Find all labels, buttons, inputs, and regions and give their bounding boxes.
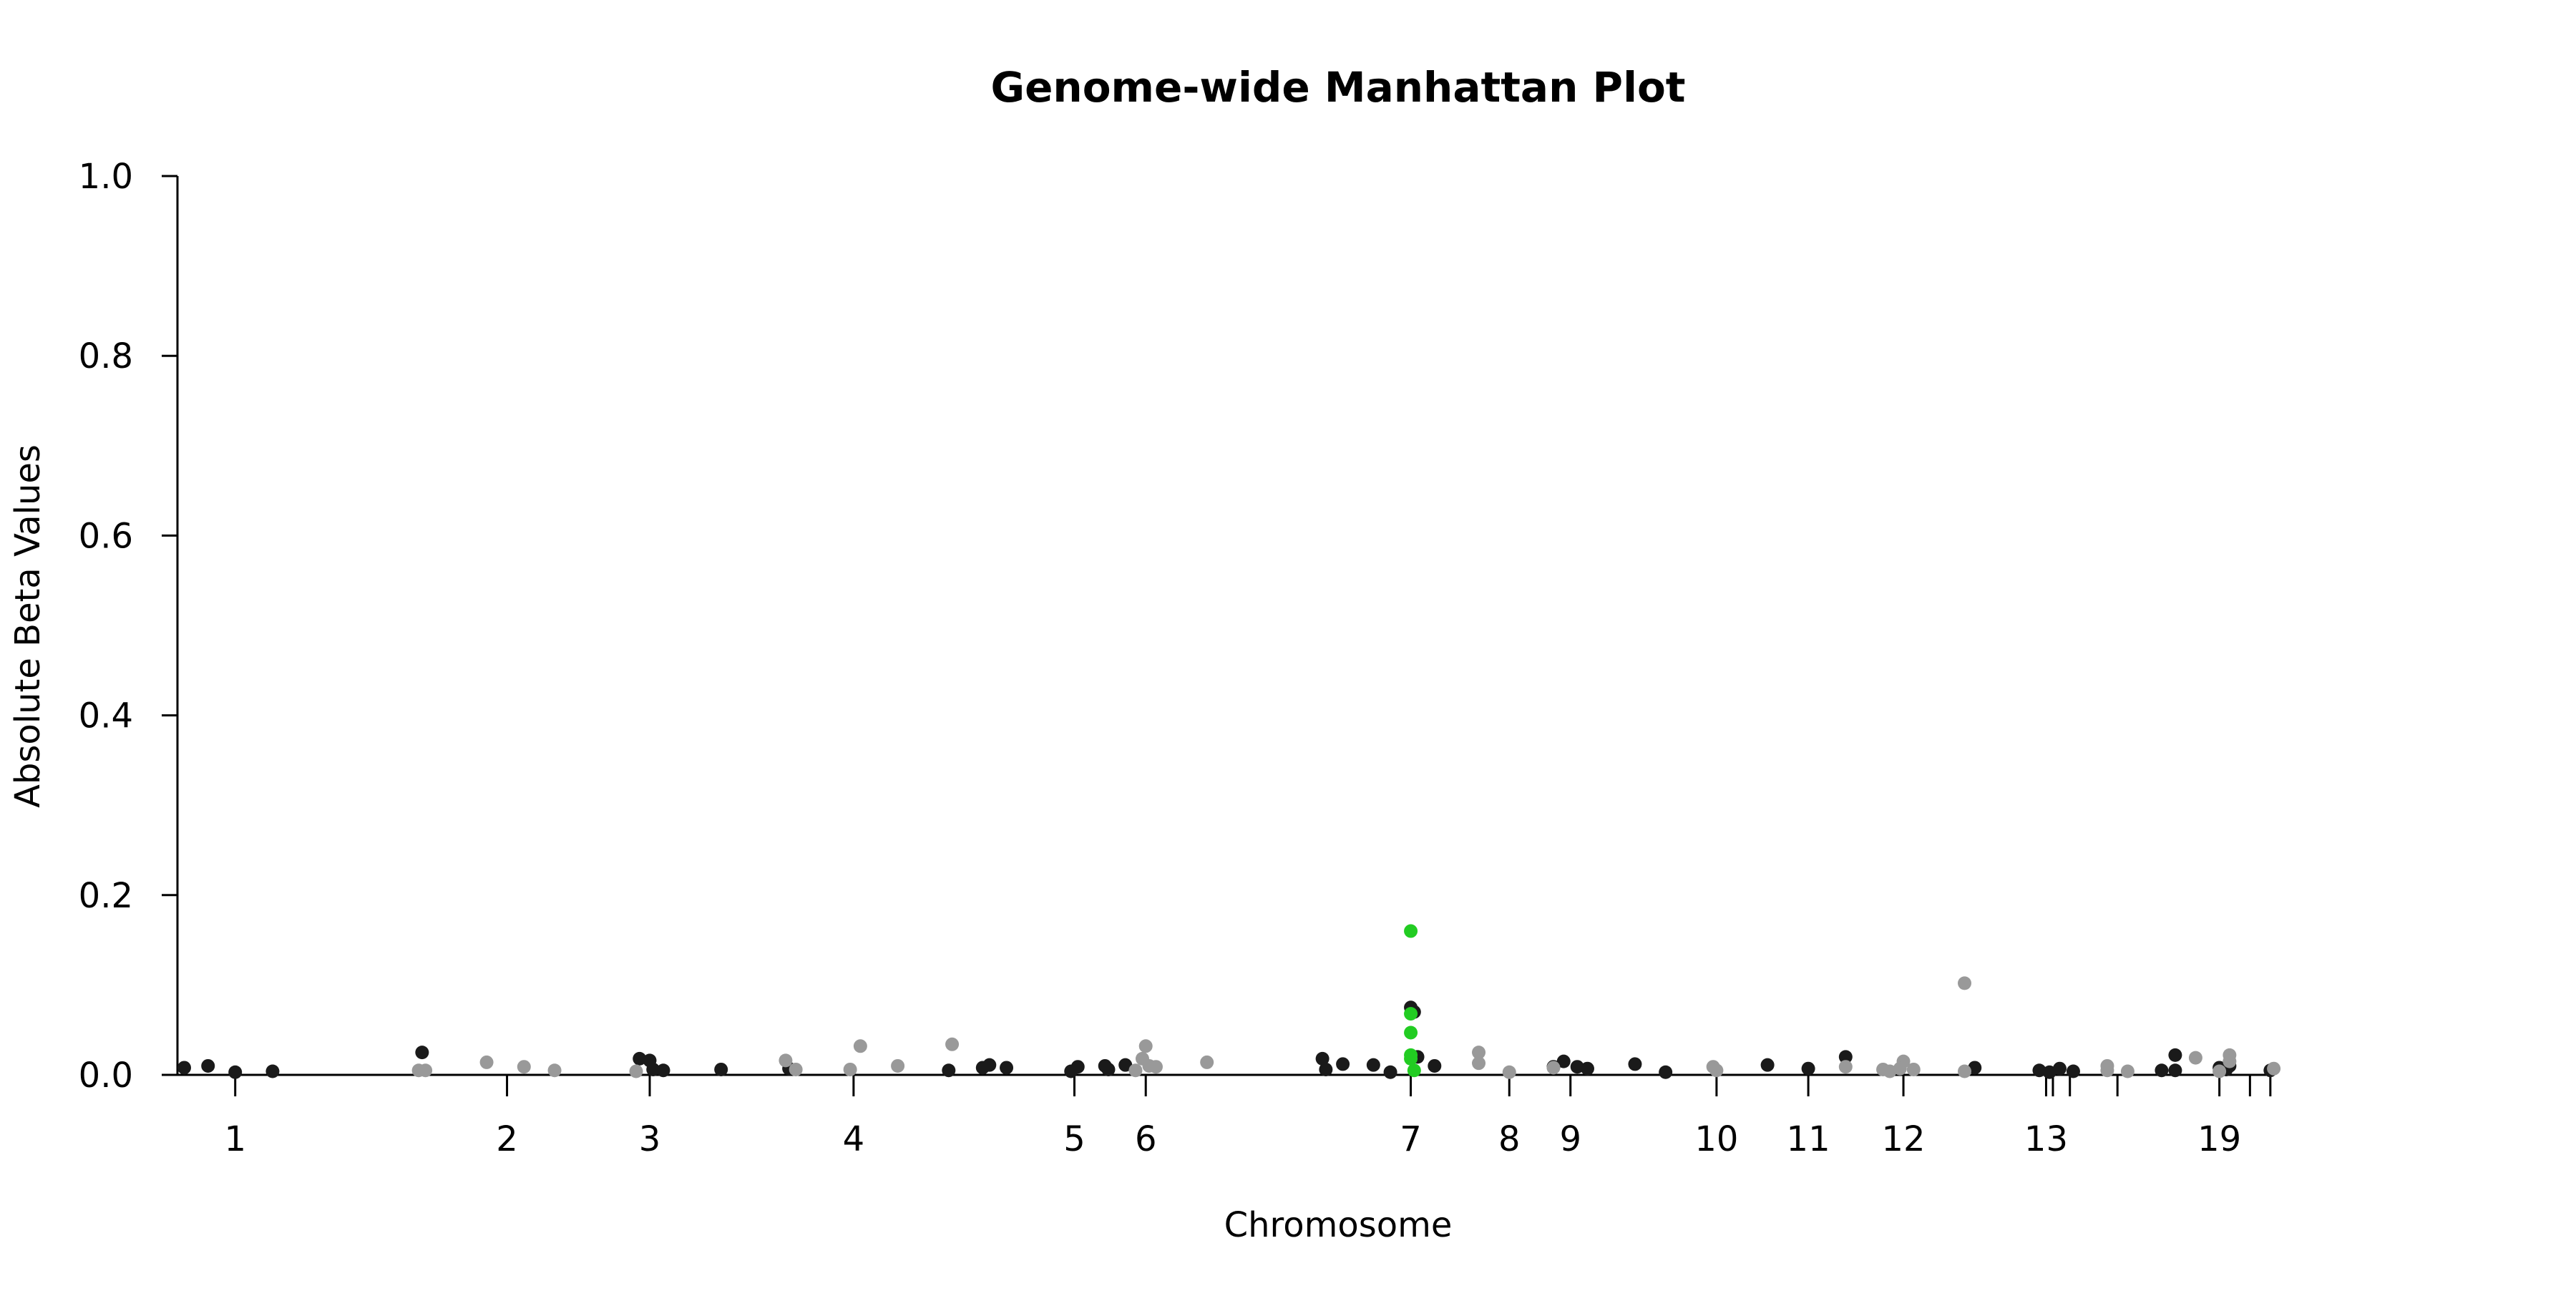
data-point-dark: [2155, 1063, 2169, 1078]
data-point-grey: [853, 1039, 867, 1053]
x-tick-label: 7: [1400, 1119, 1422, 1159]
data-point-grey: [891, 1058, 905, 1073]
chart-title: Genome-wide Manhattan Plot: [990, 63, 1685, 112]
x-tick-label: 1: [224, 1119, 246, 1159]
data-point-grey: [945, 1037, 960, 1051]
y-tick-label: 0.2: [79, 876, 133, 916]
data-point-dark: [1580, 1061, 1594, 1076]
data-point-dark: [1801, 1061, 1815, 1076]
data-point-dark: [177, 1061, 191, 1075]
data-point-dark: [714, 1062, 728, 1076]
data-point-grey: [419, 1063, 433, 1078]
data-point-grey: [1958, 1064, 1972, 1078]
x-tick-label: 4: [843, 1119, 865, 1159]
data-point-dark: [2032, 1063, 2046, 1078]
data-point-dark: [1659, 1065, 1673, 1079]
data-point-dark: [1366, 1058, 1380, 1072]
data-point-dark: [1556, 1054, 1571, 1068]
y-tick-label: 0.8: [79, 336, 133, 376]
data-point-grey: [843, 1062, 857, 1076]
data-point-grey: [517, 1060, 531, 1074]
data-point-dark: [633, 1051, 647, 1066]
data-point-dark: [2168, 1063, 2182, 1078]
data-point-grey: [1893, 1061, 1907, 1076]
y-axis-label: Absolute Beta Values: [8, 444, 48, 808]
data-point-dark: [228, 1065, 243, 1079]
data-point-grey: [2188, 1051, 2202, 1065]
data-point-grey: [1546, 1061, 1561, 1075]
data-point-dark: [1070, 1060, 1085, 1074]
data-point-grey: [1883, 1064, 1897, 1078]
data-point-highlight: [1407, 1063, 1421, 1078]
data-point-grey: [1128, 1063, 1143, 1078]
data-point-grey: [779, 1053, 793, 1068]
x-tick-label: 5: [1063, 1119, 1085, 1159]
y-tick-label: 1.0: [79, 157, 133, 197]
data-point-grey: [1838, 1060, 1853, 1074]
data-point-dark: [1000, 1061, 1014, 1075]
x-tick-label: 11: [1787, 1119, 1830, 1159]
data-point-grey: [1138, 1039, 1153, 1053]
x-tick-label: 6: [1135, 1119, 1157, 1159]
data-point-dark: [265, 1064, 280, 1078]
data-point-dark: [1760, 1058, 1775, 1072]
data-point-dark: [646, 1062, 660, 1076]
x-tick-label: 2: [496, 1119, 518, 1159]
data-point-grey: [547, 1063, 562, 1078]
data-point-highlight: [1404, 1007, 1418, 1021]
data-point-grey: [1200, 1055, 1214, 1069]
x-tick-label: 9: [1559, 1119, 1581, 1159]
data-point-grey: [2120, 1064, 2135, 1078]
data-point-highlight: [1404, 1051, 1418, 1066]
data-point-grey: [1148, 1060, 1163, 1074]
data-point-grey: [1709, 1063, 1724, 1078]
data-point-dark: [2066, 1064, 2080, 1078]
data-point-grey: [789, 1062, 803, 1076]
x-tick-label: 3: [639, 1119, 661, 1159]
data-point-dark: [942, 1063, 956, 1078]
data-point-dark: [1101, 1062, 1116, 1076]
data-point-dark: [1628, 1057, 1642, 1071]
data-point-dark: [1319, 1062, 1333, 1076]
x-axis-label: Chromosome: [1224, 1205, 1453, 1245]
y-tick-label: 0.0: [79, 1056, 133, 1096]
data-point-grey: [629, 1064, 643, 1078]
y-tick-label: 0.6: [79, 516, 133, 556]
x-tick-label: 10: [1694, 1119, 1738, 1159]
data-point-highlight: [1404, 1026, 1418, 1040]
data-point-grey: [479, 1055, 494, 1069]
data-point-grey: [1502, 1065, 1516, 1079]
x-tick-label: 13: [2024, 1119, 2068, 1159]
data-point-dark: [1428, 1058, 1442, 1073]
data-point-dark: [2052, 1061, 2067, 1076]
data-point-dark: [1315, 1051, 1330, 1066]
points-layer: [177, 924, 2281, 1079]
axes-layer: 0.00.20.40.60.81.01 2 3 4 5 6 7 8 9 10 11 12 13 19: [79, 157, 2272, 1159]
x-tick-label: 19: [2197, 1119, 2241, 1159]
data-point-dark: [1383, 1065, 1397, 1079]
data-point-dark: [415, 1046, 429, 1060]
data-point-grey: [1472, 1056, 1486, 1071]
data-point-dark: [1118, 1058, 1133, 1072]
y-tick-label: 0.4: [79, 696, 133, 736]
data-point-grey: [1906, 1062, 1921, 1076]
data-point-grey: [2212, 1064, 2227, 1078]
data-point-dark: [656, 1063, 670, 1078]
data-point-dark: [2168, 1048, 2182, 1062]
data-point-grey: [2267, 1061, 2281, 1076]
data-point-dark: [1838, 1050, 1853, 1064]
data-point-dark: [1336, 1057, 1350, 1071]
data-point-grey: [1472, 1046, 1486, 1060]
data-point-dark: [201, 1058, 215, 1073]
data-point-dark: [1570, 1060, 1584, 1074]
data-point-dark: [982, 1058, 997, 1072]
data-point-highlight: [1404, 924, 1418, 938]
x-tick-label: 8: [1498, 1119, 1521, 1159]
data-point-grey: [2223, 1054, 2237, 1068]
data-point-grey: [1958, 976, 1972, 990]
data-point-grey: [2100, 1063, 2114, 1078]
x-tick-label: 12: [1882, 1119, 1926, 1159]
